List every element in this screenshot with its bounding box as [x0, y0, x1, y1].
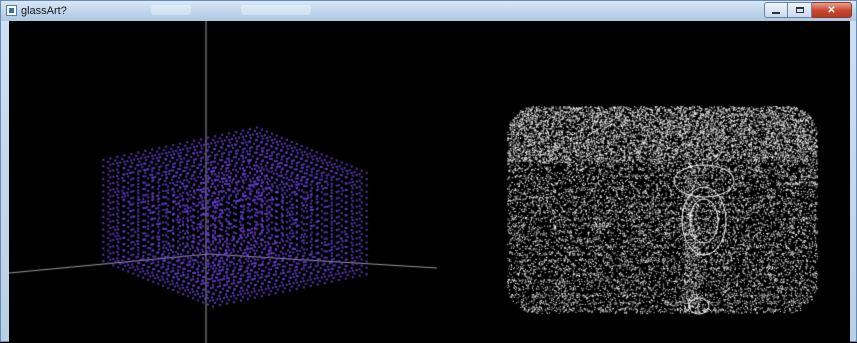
blurred-background-text [151, 5, 191, 15]
3d-viewport[interactable] [9, 21, 850, 343]
blurred-background-text [241, 5, 311, 15]
window-title: glassArt? [21, 5, 67, 17]
close-icon: ✕ [827, 4, 836, 16]
minimize-button[interactable] [764, 2, 788, 18]
3d-scene-canvas[interactable] [9, 21, 850, 343]
maximize-icon [795, 7, 804, 13]
minimize-icon [772, 12, 780, 14]
maximize-button[interactable] [788, 2, 812, 18]
close-button[interactable]: ✕ [812, 2, 852, 18]
window-controls: ✕ [764, 2, 852, 19]
window-app-icon[interactable] [6, 5, 17, 16]
title-bar[interactable]: glassArt? ✕ [1, 1, 856, 21]
